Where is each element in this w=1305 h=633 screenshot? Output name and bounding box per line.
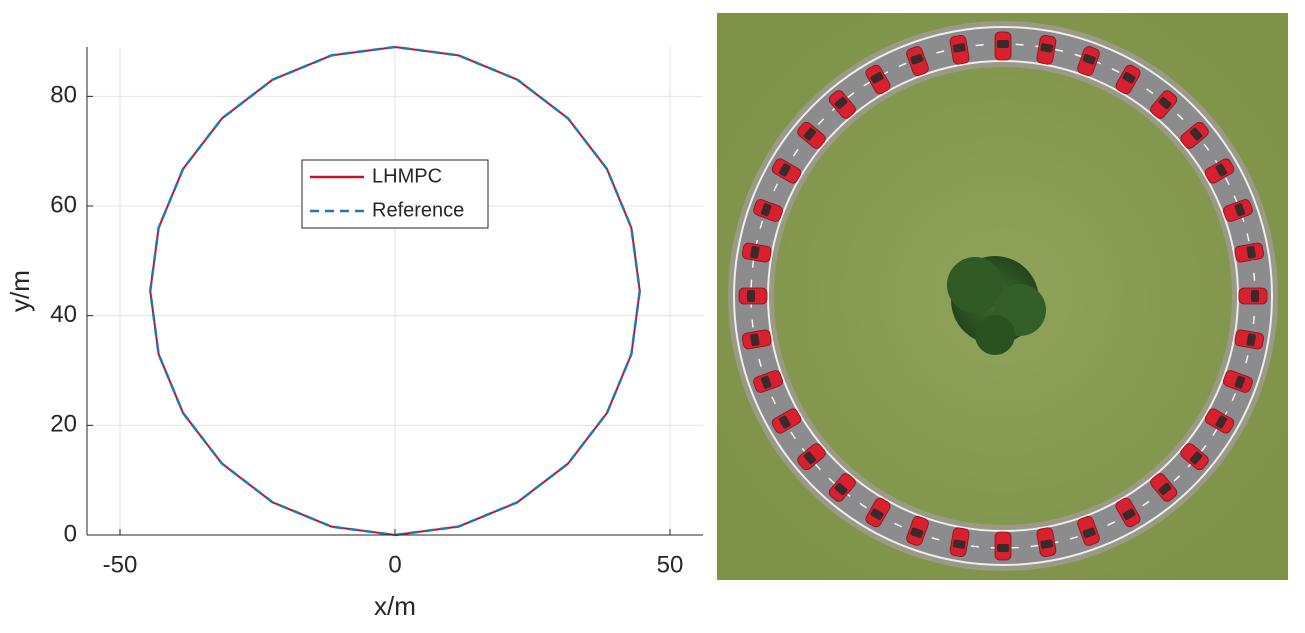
y-axis-label: y/m xyxy=(5,270,35,312)
car xyxy=(1150,473,1178,502)
car-window xyxy=(870,72,884,84)
car-window xyxy=(760,375,772,389)
car xyxy=(828,90,856,119)
car-window xyxy=(910,527,924,539)
car xyxy=(1234,242,1264,263)
x-tick-label: 50 xyxy=(657,551,684,578)
car xyxy=(1077,46,1100,76)
y-tick-label: 0 xyxy=(64,520,77,547)
car-window xyxy=(870,508,884,520)
simulation-scene xyxy=(717,13,1288,580)
car-window xyxy=(1082,527,1096,539)
car xyxy=(742,242,772,263)
car-window xyxy=(1158,482,1172,496)
y-tick-label: 80 xyxy=(50,82,77,109)
y-tick-label: 20 xyxy=(50,411,77,438)
car-window xyxy=(1040,43,1054,53)
car-window xyxy=(952,539,966,549)
car xyxy=(828,473,856,502)
car-window xyxy=(747,290,755,302)
car xyxy=(1223,370,1253,393)
car-window xyxy=(1215,163,1227,177)
car-window xyxy=(1246,245,1256,259)
car-window xyxy=(834,96,848,110)
x-axis-label: x/m xyxy=(374,591,416,621)
car-window xyxy=(910,53,924,65)
car xyxy=(906,516,929,546)
car xyxy=(742,329,772,350)
car xyxy=(738,287,768,305)
car-window xyxy=(1215,415,1227,429)
car xyxy=(906,46,929,76)
car xyxy=(1204,408,1235,434)
legend-label: Reference xyxy=(372,199,464,221)
car-window xyxy=(1234,203,1246,217)
car-window xyxy=(1246,333,1256,347)
legend-box xyxy=(301,159,489,229)
car xyxy=(1036,35,1057,65)
car xyxy=(1150,90,1178,119)
car-window xyxy=(1082,53,1096,65)
car xyxy=(797,121,826,149)
car xyxy=(949,527,970,557)
road-edge xyxy=(733,26,1273,566)
car xyxy=(771,158,802,184)
car xyxy=(949,35,970,65)
y-tick-label: 60 xyxy=(50,191,77,218)
car xyxy=(1180,121,1209,149)
car xyxy=(1238,287,1268,305)
car-window xyxy=(1158,96,1172,110)
car xyxy=(797,443,826,471)
car-window xyxy=(1234,375,1246,389)
car xyxy=(753,199,783,222)
car-window xyxy=(997,40,1009,48)
car xyxy=(865,64,891,95)
car xyxy=(1115,497,1141,528)
car-window xyxy=(834,482,848,496)
car-window xyxy=(779,163,791,177)
car-window xyxy=(779,415,791,429)
car-window xyxy=(750,245,760,259)
car-window xyxy=(760,203,772,217)
series-line xyxy=(149,45,641,537)
y-tick-label: 40 xyxy=(50,301,77,328)
car-window xyxy=(1189,127,1203,141)
car-window xyxy=(952,43,966,53)
car xyxy=(1036,527,1057,557)
car-window xyxy=(1251,290,1259,302)
car-window xyxy=(997,544,1009,552)
car-window xyxy=(803,127,817,141)
car xyxy=(1077,516,1100,546)
tree xyxy=(947,256,1046,355)
road-edge xyxy=(767,60,1239,532)
car-window xyxy=(1122,508,1136,520)
legend-label: LHMPC xyxy=(372,165,442,187)
car-window xyxy=(1189,451,1203,465)
x-tick-label: 0 xyxy=(388,551,401,578)
car xyxy=(771,408,802,434)
car xyxy=(1115,64,1141,95)
car-window xyxy=(750,333,760,347)
car xyxy=(1180,443,1209,471)
car-window xyxy=(1122,72,1136,84)
car xyxy=(753,370,783,393)
car-window xyxy=(803,451,817,465)
car xyxy=(1234,329,1264,350)
car xyxy=(1204,158,1235,184)
x-tick-label: -50 xyxy=(103,551,138,578)
car xyxy=(994,31,1012,61)
car-window xyxy=(1040,539,1054,549)
car xyxy=(865,497,891,528)
car xyxy=(1223,199,1253,222)
car xyxy=(994,531,1012,561)
